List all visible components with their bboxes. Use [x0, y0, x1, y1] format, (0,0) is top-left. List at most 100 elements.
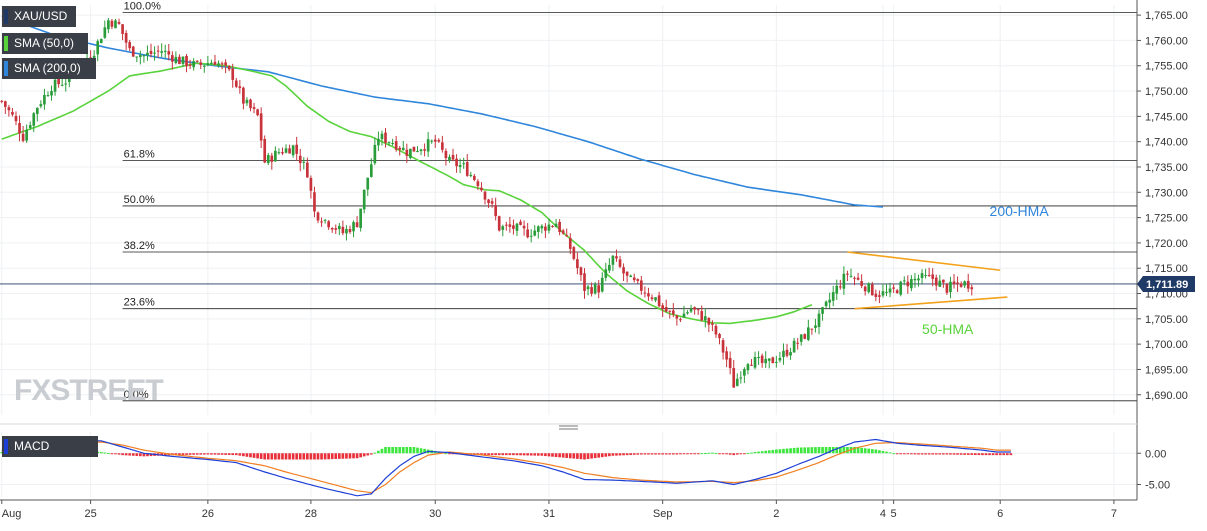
legend-symbol[interactable]: XAU/USD: [2, 6, 76, 27]
macd-histogram-bar: [984, 453, 988, 456]
candle-body: [178, 56, 181, 65]
candle-body: [327, 221, 330, 228]
macd-histogram-bar: [121, 453, 124, 456]
candle-body: [963, 281, 967, 286]
candle-body: [28, 125, 32, 128]
candle-body: [266, 155, 270, 164]
candle-body: [551, 226, 554, 228]
macd-histogram-bar: [451, 453, 455, 455]
legend-macd-label: MACD (12,26,9): [14, 439, 63, 474]
macd-histogram-bar: [927, 453, 931, 455]
candle-body: [824, 301, 828, 307]
candle-body: [707, 317, 711, 325]
candle-body: [547, 224, 551, 231]
legend-macd[interactable]: MACD (12,26,9): [2, 436, 98, 474]
candle-body: [899, 281, 903, 295]
candle-body: [661, 305, 664, 309]
macd-histogram-bar: [942, 453, 945, 455]
candle-body: [220, 63, 224, 65]
macd-histogram-bar: [682, 453, 686, 455]
candle-body: [508, 224, 512, 227]
macd-histogram-bar: [568, 453, 572, 459]
candle-body: [107, 20, 110, 30]
candle-body: [490, 201, 494, 204]
macd-histogram-bar: [281, 453, 284, 460]
macd-histogram-bar: [991, 453, 995, 456]
macd-signal-line: [1, 441, 1011, 494]
candle-body: [792, 340, 796, 353]
candle-body: [11, 112, 14, 115]
candle-body: [57, 78, 60, 85]
candle-body: [721, 340, 725, 353]
time-tick-label: 30: [429, 508, 441, 520]
candle-body: [139, 55, 142, 58]
candle-body: [462, 163, 466, 165]
last-price-label: 1,711.89: [1146, 279, 1188, 291]
candle-body: [895, 290, 899, 294]
macd-histogram-bar: [753, 452, 757, 454]
triangle-lower-line: [854, 296, 1008, 310]
macd-histogram-bar: [902, 453, 906, 455]
macd-histogram-bar: [938, 453, 942, 455]
candle-body: [778, 357, 782, 361]
candle-body: [387, 142, 391, 144]
candle-body: [426, 139, 430, 152]
macd-histogram-bar: [583, 453, 586, 460]
macd-histogram-bar: [419, 448, 423, 454]
legend-sma50[interactable]: SMA (50,0): [2, 33, 88, 54]
macd-histogram-bar: [828, 447, 831, 454]
candle-body: [295, 144, 299, 154]
candle-body: [487, 199, 490, 204]
candle-body: [657, 295, 661, 307]
candle-body: [970, 287, 974, 290]
macd-histogram-bar: [970, 453, 974, 455]
candle-body: [835, 285, 839, 294]
triangle-layer: [847, 251, 1008, 310]
macd-histogram-bar: [110, 453, 114, 455]
macd-histogram-bar: [966, 453, 970, 455]
candle-body: [863, 286, 867, 292]
candle-body: [284, 148, 288, 153]
candle-body: [131, 46, 135, 57]
candle-body: [867, 283, 871, 293]
candle-body: [604, 269, 608, 278]
legend-sma200[interactable]: SMA (200,0): [2, 58, 96, 79]
candle-body: [337, 225, 341, 230]
candle-body: [689, 308, 693, 312]
time-tick-label: 5: [891, 508, 897, 520]
macd-histogram-bar: [103, 452, 107, 454]
macd-histogram-bar: [565, 453, 569, 458]
candle-body: [782, 350, 785, 357]
macd-histogram-bar: [277, 453, 281, 460]
fib-label: 61.8%: [124, 148, 155, 160]
macd-histogram-bar: [611, 453, 615, 456]
macd-histogram-bar: [291, 453, 295, 460]
candle-body: [302, 161, 306, 163]
macd-histogram-bar: [817, 447, 821, 454]
candle-body: [245, 99, 249, 104]
macd-histogram-bar: [309, 453, 313, 460]
fib-label: 0.0%: [124, 389, 149, 401]
pane-resize-handle[interactable]: [559, 425, 578, 430]
macd-histogram-bar: [739, 453, 743, 455]
macd-histogram-bar: [835, 447, 839, 454]
macd-histogram-bar: [718, 453, 721, 455]
macd-histogram-bar: [910, 453, 913, 455]
macd-histogram-bar: [807, 447, 810, 454]
candle-body: [252, 107, 256, 109]
macd-histogram-bar: [163, 453, 167, 456]
macd-histogram-bar: [696, 453, 700, 455]
candle-body: [348, 228, 352, 233]
candle-body: [593, 284, 597, 294]
candle-body: [345, 228, 348, 234]
candle-body: [533, 230, 537, 236]
macd-histogram-bar: [540, 453, 544, 456]
candle-body: [874, 293, 878, 298]
time-tick-label: 2: [773, 508, 779, 520]
watermark: FXSTREET: [14, 374, 163, 407]
macd-histogram-bar: [988, 453, 991, 456]
macd-histogram-bar: [114, 453, 117, 455]
candle-body: [274, 150, 277, 162]
macd-histogram-bar: [263, 453, 267, 460]
